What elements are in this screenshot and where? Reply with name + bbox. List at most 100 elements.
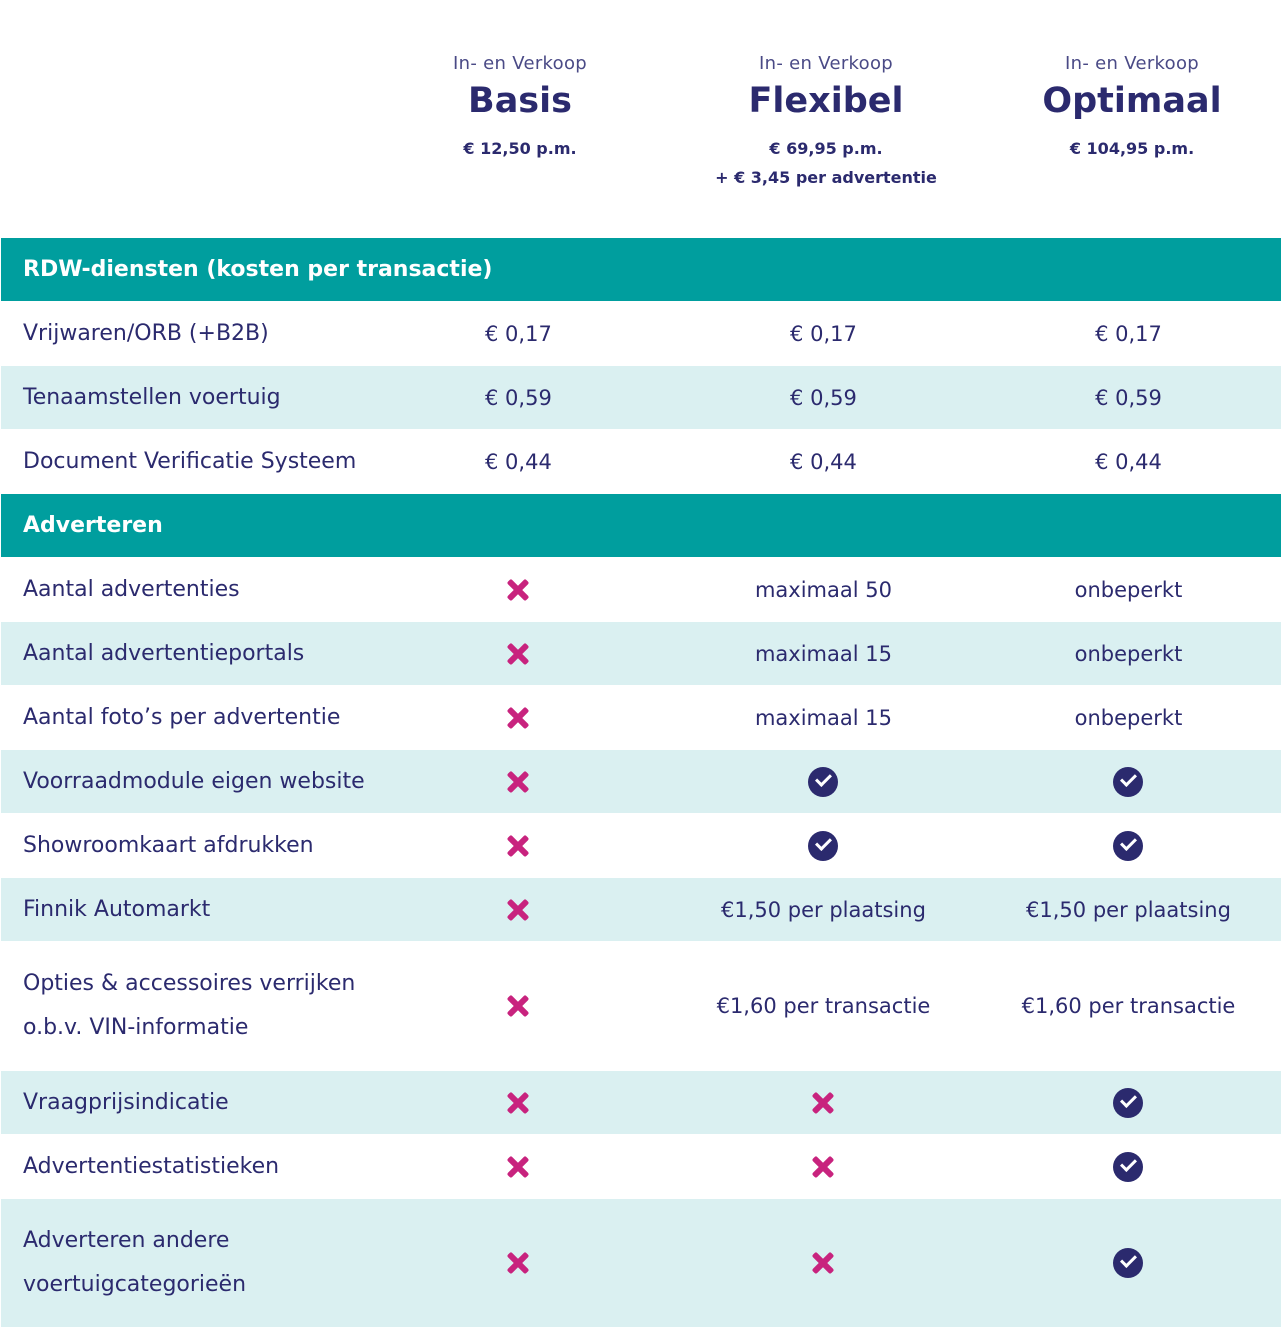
cross-icon xyxy=(504,1089,532,1117)
check-circle-icon xyxy=(1113,1248,1144,1278)
table-cell xyxy=(366,832,671,860)
cross-icon xyxy=(504,1153,532,1181)
table-cell: €1,50 per plaatsing xyxy=(721,897,926,922)
table-row: Aantal foto’s per advertentie maximaal 15… xyxy=(1,685,1281,750)
row-label: Finnik Automarkt xyxy=(23,896,211,922)
plan-price: € 69,95 p.m. xyxy=(769,139,883,158)
plan-price-extra: + € 3,45 per advertentie xyxy=(715,168,937,187)
plan-price: € 12,50 p.m. xyxy=(463,139,577,158)
plan-price: € 104,95 p.m. xyxy=(1069,139,1195,158)
table-row: Opties & accessoires verrijken o.b.v. VI… xyxy=(1,941,1281,1071)
plan-optimaal: In- en Verkoop Optimaal € 104,95 p.m. xyxy=(979,52,1282,163)
table-cell xyxy=(366,576,671,604)
check-circle-icon xyxy=(1113,830,1144,861)
cross-icon xyxy=(504,896,532,924)
row-label: Aantal advertentieportals xyxy=(23,640,305,666)
row-label: Adverteren andere voertuigcategorieën xyxy=(23,1228,247,1297)
table-cell: maximaal 50 xyxy=(754,577,892,602)
table-cell xyxy=(366,1089,671,1117)
table-row: Advertentiestatistieken xyxy=(1,1134,1281,1199)
table-cell xyxy=(976,1248,1281,1278)
cross-icon xyxy=(504,1249,532,1277)
cross-icon xyxy=(504,640,532,668)
check-circle-icon xyxy=(808,830,839,861)
table-cell xyxy=(671,1153,976,1181)
table-cell xyxy=(366,1249,671,1277)
row-label: Tenaamstellen voertuig xyxy=(23,384,281,410)
table-cell xyxy=(366,1153,671,1181)
table-row: Showroomkaart afdrukken xyxy=(1,813,1281,878)
table-cell xyxy=(671,830,976,861)
plan-name: Basis xyxy=(468,81,572,121)
table-cell: € 0,44 xyxy=(485,449,552,474)
table-cell xyxy=(976,830,1281,861)
pricing-header: In- en Verkoop Basis € 12,50 p.m. In- en… xyxy=(0,0,1282,238)
table-cell: € 0,59 xyxy=(790,385,857,410)
plan-flexibel: In- en Verkoop Flexibel € 69,95 p.m. + €… xyxy=(673,52,979,192)
section-header-adverteren: Adverteren xyxy=(1,494,1281,557)
table-cell: €1,60 per transactie xyxy=(1021,994,1236,1018)
table-row: Aantal advertentieportals maximaal 15 onbe… xyxy=(1,622,1281,685)
table-row: Voorraadmodule eigen website xyxy=(1,750,1281,813)
table-row: Tenaamstellen voertuig € 0,59 € 0,59 € 0,59 xyxy=(1,366,1281,429)
cross-icon xyxy=(504,576,532,604)
table-cell: onbeperkt xyxy=(1074,705,1183,730)
cross-icon xyxy=(504,832,532,860)
table-row: Vraagprijsindicatie xyxy=(1,1071,1281,1134)
cross-icon xyxy=(504,768,532,796)
row-label: Vrijwaren/ORB (+B2B) xyxy=(23,320,269,346)
check-circle-icon xyxy=(1113,1087,1144,1118)
table-cell xyxy=(366,704,671,732)
table-row: Finnik Automarkt €1,50 per plaatsing €1,50… xyxy=(1,878,1281,941)
plan-subtitle: In- en Verkoop xyxy=(759,53,893,74)
table-cell xyxy=(366,992,671,1020)
table-cell xyxy=(366,768,671,796)
table-cell xyxy=(366,896,671,924)
table-cell: maximaal 15 xyxy=(754,641,892,666)
row-label: Aantal foto’s per advertentie xyxy=(23,704,341,730)
plan-subtitle: In- en Verkoop xyxy=(1065,53,1199,74)
table-cell: maximaal 15 xyxy=(754,705,892,730)
cross-icon xyxy=(809,1249,837,1277)
table-row: Vrijwaren/ORB (+B2B) € 0,17 € 0,17 € 0,17 xyxy=(1,301,1281,366)
plan-subtitle: In- en Verkoop xyxy=(453,53,587,74)
check-circle-icon xyxy=(808,766,839,797)
table-cell xyxy=(976,1151,1281,1182)
row-label: Voorraadmodule eigen website xyxy=(23,768,365,794)
row-label: Aantal advertenties xyxy=(23,576,240,602)
row-label: Advertentiestatistieken xyxy=(23,1153,280,1179)
table-cell: € 0,17 xyxy=(790,321,857,346)
table-cell: €1,50 per plaatsing xyxy=(1026,897,1231,922)
table-cell: €1,60 per transactie xyxy=(716,994,931,1018)
table-cell: € 0,44 xyxy=(1095,449,1162,474)
check-circle-icon xyxy=(1113,1151,1144,1182)
table-row: Adverteren andere voertuigcategorieën xyxy=(1,1199,1281,1327)
row-label: Document Verificatie Systeem xyxy=(23,448,357,474)
row-label: Opties & accessoires verrijken o.b.v. VI… xyxy=(23,971,356,1040)
plan-basis: In- en Verkoop Basis € 12,50 p.m. xyxy=(367,52,673,163)
table-row: Document Verificatie Systeem € 0,44 € 0,44… xyxy=(1,429,1281,494)
section-header-rdw: RDW-diensten (kosten per transactie) xyxy=(1,238,1281,301)
table-cell xyxy=(671,1089,976,1117)
table-cell: onbeperkt xyxy=(1074,577,1183,602)
row-label: Showroomkaart afdrukken xyxy=(23,832,314,858)
section-title: Adverteren xyxy=(23,512,163,538)
plan-name: Flexibel xyxy=(748,81,904,121)
table-cell: onbeperkt xyxy=(1074,641,1183,666)
table-cell: € 0,17 xyxy=(1095,321,1162,346)
table-cell xyxy=(976,1087,1281,1118)
table-cell xyxy=(366,640,671,668)
section-title: RDW-diensten (kosten per transactie) xyxy=(23,256,493,282)
cross-icon xyxy=(809,1089,837,1117)
table-cell xyxy=(976,766,1281,797)
cross-icon xyxy=(809,1153,837,1181)
table-cell xyxy=(671,766,976,797)
table-cell: € 0,17 xyxy=(485,321,552,346)
check-circle-icon xyxy=(1113,766,1144,797)
cross-icon xyxy=(504,992,532,1020)
plan-name: Optimaal xyxy=(1042,81,1222,121)
table-cell: € 0,59 xyxy=(485,385,552,410)
cross-icon xyxy=(504,704,532,732)
table-cell: € 0,44 xyxy=(790,449,857,474)
row-label: Vraagprijsindicatie xyxy=(23,1089,229,1115)
